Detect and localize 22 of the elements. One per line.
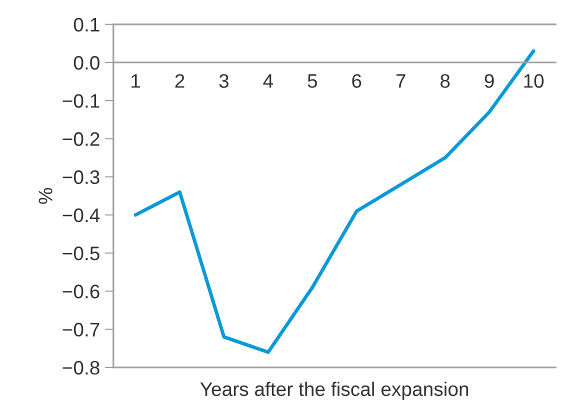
x-tick-label: 4 bbox=[263, 74, 274, 88]
x-axis-title: Years after the fiscal expansion bbox=[200, 382, 468, 400]
x-tick-label: 2 bbox=[175, 74, 184, 88]
y-axis-title: % bbox=[38, 188, 52, 204]
x-tick-label: 9 bbox=[484, 74, 494, 88]
y-tick-label: −0.7 bbox=[62, 322, 100, 337]
x-tick-label: 6 bbox=[352, 74, 362, 88]
y-tick-label: −0.2 bbox=[62, 132, 100, 146]
y-tick-label: 0.1 bbox=[74, 18, 100, 32]
y-tick-label: −0.1 bbox=[62, 94, 100, 108]
x-tick-label: 7 bbox=[396, 74, 406, 88]
y-tick-label: 0.0 bbox=[74, 56, 100, 70]
y-tick-label: −0.4 bbox=[62, 208, 100, 222]
x-tick-label: 10 bbox=[524, 74, 544, 88]
y-tick-label: −0.3 bbox=[62, 170, 100, 184]
y-tick-label: −0.8 bbox=[62, 360, 100, 375]
x-tick-label: 1 bbox=[132, 74, 140, 88]
x-tick-label: 8 bbox=[440, 74, 450, 88]
y-tick-label: −0.6 bbox=[62, 284, 100, 298]
x-tick-label: 3 bbox=[219, 74, 229, 88]
x-tick-label: 5 bbox=[308, 74, 318, 88]
y-tick-label: −0.5 bbox=[62, 246, 100, 260]
